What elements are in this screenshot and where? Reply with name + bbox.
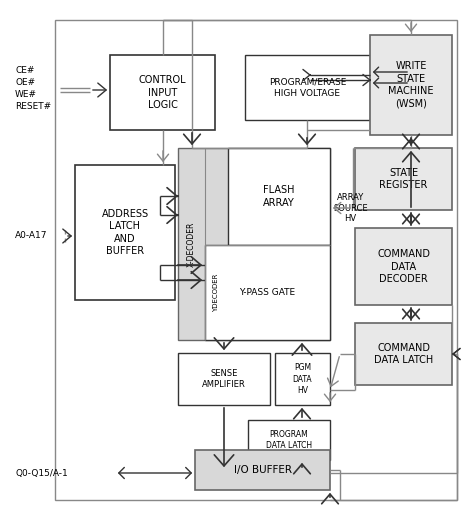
Text: STATE
REGISTER: STATE REGISTER bbox=[379, 168, 428, 190]
Bar bbox=[275, 353, 330, 405]
Text: SENSE
AMPLIFIER: SENSE AMPLIFIER bbox=[202, 369, 246, 389]
Bar bbox=[248, 420, 330, 460]
Text: Q0-Q15/A-1: Q0-Q15/A-1 bbox=[15, 469, 68, 477]
Bar bbox=[75, 165, 175, 300]
Text: WE#: WE# bbox=[15, 89, 37, 99]
Text: OE#: OE# bbox=[15, 78, 35, 86]
Bar bbox=[355, 228, 452, 305]
Text: PROGRAM/ERASE
HIGH VOLTAGE: PROGRAM/ERASE HIGH VOLTAGE bbox=[269, 78, 346, 98]
Text: Y-PASS GATE: Y-PASS GATE bbox=[240, 288, 296, 297]
Bar bbox=[245, 55, 370, 120]
Text: FLASH
ARRAY: FLASH ARRAY bbox=[263, 185, 295, 207]
Text: ADDRESS
LATCH
AND
BUFFER: ADDRESS LATCH AND BUFFER bbox=[101, 209, 149, 256]
Bar bbox=[178, 148, 330, 340]
Text: A0-A17: A0-A17 bbox=[15, 230, 48, 240]
Text: WRITE
STATE
MACHINE
(WSM): WRITE STATE MACHINE (WSM) bbox=[388, 61, 434, 109]
Text: CE#: CE# bbox=[15, 65, 35, 75]
Text: PGM
DATA
HV: PGM DATA HV bbox=[293, 363, 312, 394]
Text: YDECODER: YDECODER bbox=[213, 273, 219, 312]
Bar bbox=[55, 20, 457, 500]
Text: CONTROL
INPUT
LOGIC: CONTROL INPUT LOGIC bbox=[139, 75, 186, 110]
Bar bbox=[355, 323, 452, 385]
Text: COMMAND
DATA
DECODER: COMMAND DATA DECODER bbox=[377, 249, 430, 284]
Text: X-DECODER: X-DECODER bbox=[187, 221, 196, 267]
Bar bbox=[195, 450, 330, 490]
Bar bbox=[370, 35, 452, 135]
Bar bbox=[110, 55, 215, 130]
Text: I/O BUFFER: I/O BUFFER bbox=[234, 465, 291, 475]
Bar bbox=[205, 245, 330, 340]
Text: PROGRAM
DATA LATCH: PROGRAM DATA LATCH bbox=[266, 430, 312, 450]
Bar bbox=[228, 148, 330, 245]
Bar bbox=[178, 353, 270, 405]
Bar bbox=[355, 148, 452, 210]
Text: COMMAND
DATA LATCH: COMMAND DATA LATCH bbox=[374, 343, 433, 365]
Text: ARRAY
SOURCE
HV: ARRAY SOURCE HV bbox=[333, 193, 368, 223]
Text: RESET#: RESET# bbox=[15, 102, 51, 110]
